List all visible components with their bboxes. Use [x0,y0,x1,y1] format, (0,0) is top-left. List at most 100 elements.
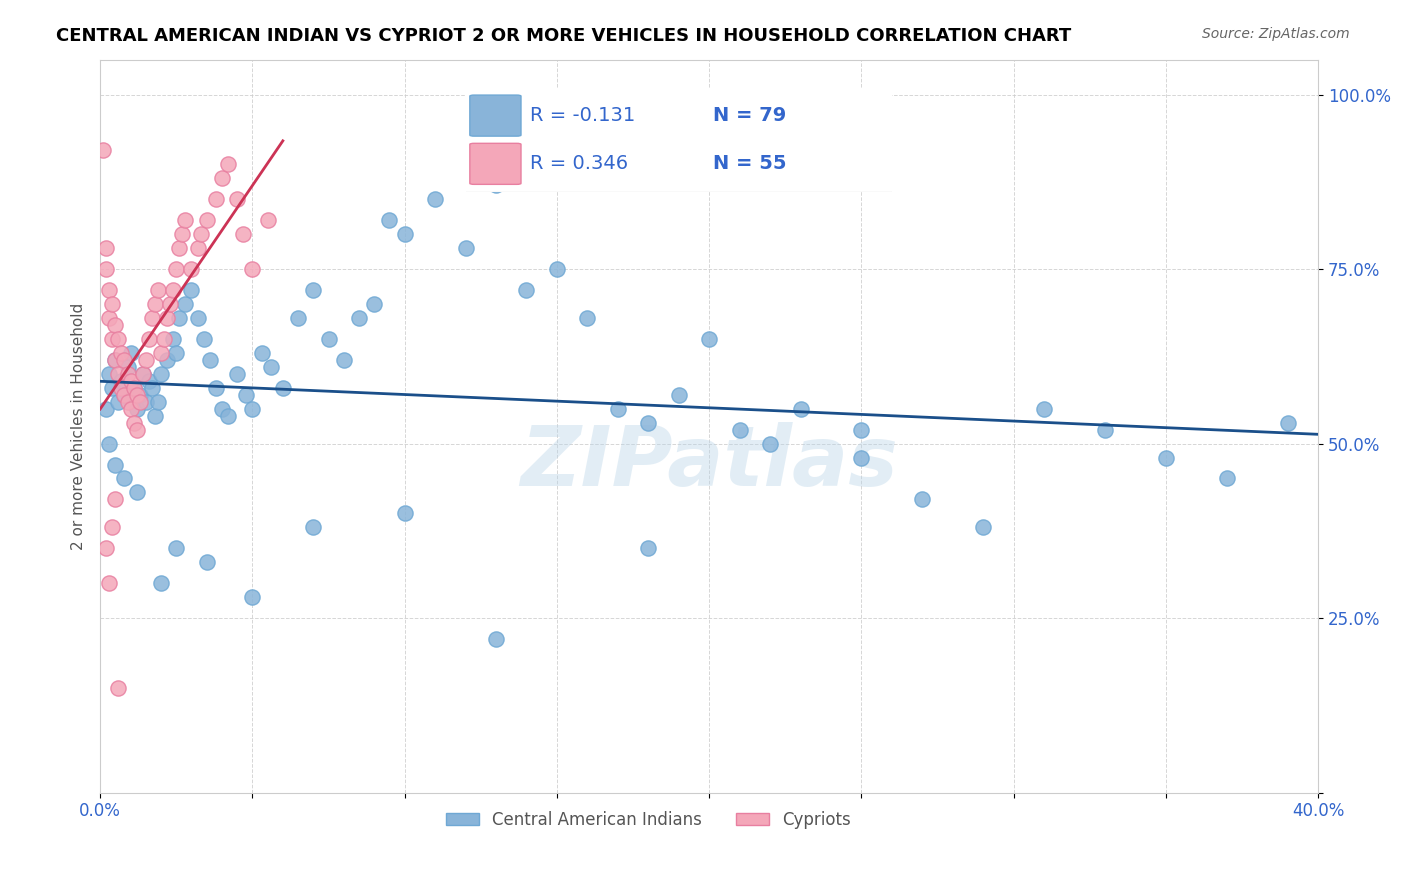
Point [110,346,132,360]
Point [423,192,446,206]
Point [394,507,416,521]
Point [107,367,129,381]
Point [302,283,325,297]
Point [146,394,169,409]
Point [125,423,148,437]
Point [195,213,218,227]
Point [153,332,176,346]
Point [637,541,659,556]
Point [150,346,173,360]
Point [125,388,148,402]
Point [107,681,129,695]
Point [195,555,218,569]
Point [180,283,202,297]
Point [972,520,994,534]
Point [141,310,163,325]
Point [242,262,264,277]
Point [347,310,370,325]
Point [150,576,173,591]
Point [302,520,325,534]
Point [232,227,254,241]
Point [454,241,477,255]
Point [1154,450,1177,465]
Point [174,213,197,227]
Point [172,227,194,241]
Point [104,458,127,472]
Point [141,381,163,395]
Point [911,492,934,507]
Point [114,471,136,485]
Point [110,381,132,395]
Point [101,297,124,311]
Point [128,394,150,409]
Point [235,388,257,402]
Point [211,401,233,416]
Point [120,374,142,388]
Point [187,241,209,255]
Point [107,394,129,409]
Point [165,541,187,556]
Point [125,401,148,416]
Point [198,352,221,367]
Point [1277,416,1299,430]
Point [1094,423,1116,437]
Point [96,401,118,416]
Point [174,297,197,311]
Point [318,332,340,346]
Point [128,388,150,402]
Point [135,352,157,367]
Point [104,352,127,367]
Point [697,332,720,346]
Point [104,318,127,332]
Point [162,332,184,346]
Point [485,632,508,646]
Point [165,346,187,360]
Point [485,178,508,193]
Point [98,436,121,450]
Point [110,374,132,388]
Point [242,590,264,604]
Point [226,192,249,206]
Point [122,381,145,395]
Text: ZIPatlas: ZIPatlas [520,422,898,503]
Point [104,492,127,507]
Point [515,283,537,297]
Point [378,213,401,227]
Point [120,401,142,416]
Point [159,297,181,311]
Point [96,541,118,556]
Point [1216,471,1239,485]
Point [91,144,114,158]
Point [606,401,628,416]
Point [143,297,166,311]
Text: CENTRAL AMERICAN INDIAN VS CYPRIOT 2 OR MORE VEHICLES IN HOUSEHOLD CORRELATION C: CENTRAL AMERICAN INDIAN VS CYPRIOT 2 OR … [56,27,1071,45]
Point [546,262,568,277]
Point [138,332,160,346]
Point [242,401,264,416]
Point [165,262,187,277]
Point [101,520,124,534]
Point [117,359,139,374]
Point [1033,401,1056,416]
Point [114,352,136,367]
Point [114,388,136,402]
Point [190,227,212,241]
Point [271,381,294,395]
Point [205,192,228,206]
Text: Source: ZipAtlas.com: Source: ZipAtlas.com [1202,27,1350,41]
Point [120,346,142,360]
Point [169,310,191,325]
Point [132,367,155,381]
Point [98,283,121,297]
Point [114,388,136,402]
Point [138,374,160,388]
Point [759,436,782,450]
Point [217,409,239,423]
Point [101,381,124,395]
Point [851,423,873,437]
Point [122,416,145,430]
Point [576,310,599,325]
Point [98,367,121,381]
Point [394,227,416,241]
Point [637,416,659,430]
